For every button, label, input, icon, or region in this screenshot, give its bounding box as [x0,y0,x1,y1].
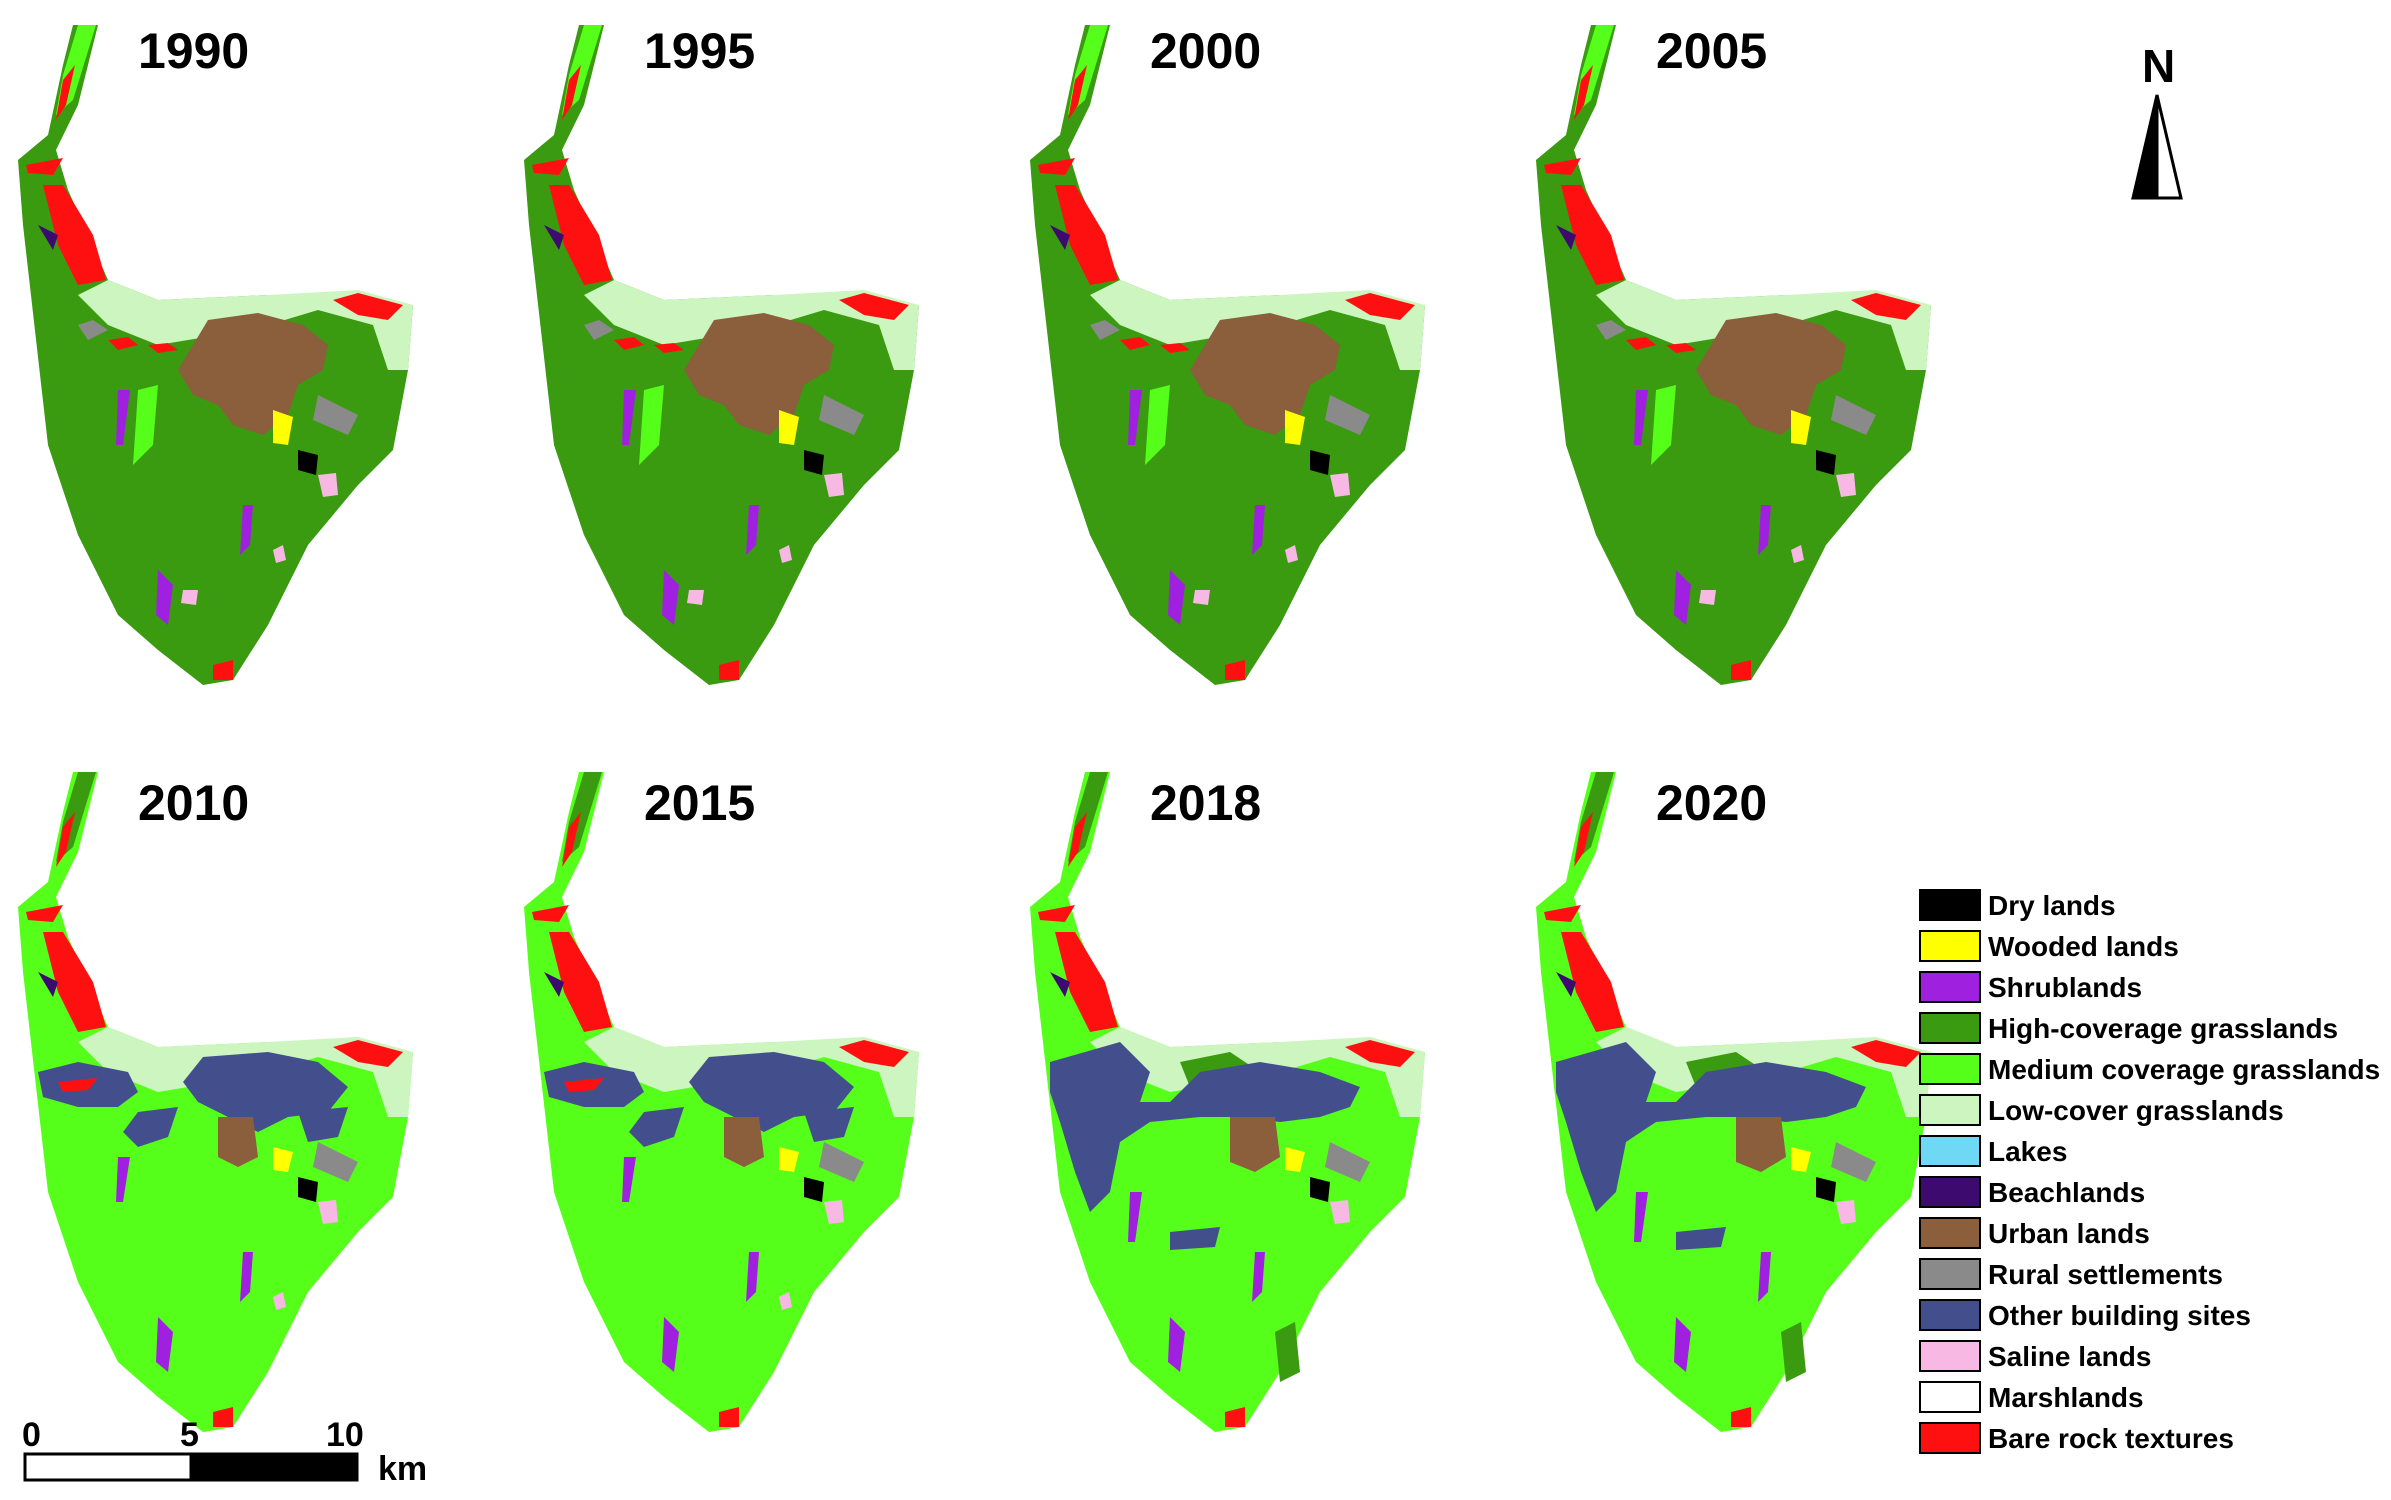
legend-swatch [1919,930,1981,962]
legend-swatch [1919,971,1981,1003]
legend-swatch [1919,1012,1981,1044]
legend-label: Medium coverage grasslands [1988,1054,2380,1085]
legend-swatch [1919,889,1981,921]
legend-swatch [1919,1381,1981,1413]
legend-label: Lakes [1988,1136,2067,1167]
map-panel-1: 1990 [18,23,413,685]
scale-bar: 0 5 10 km [22,1416,427,1488]
map-panel-2: 1995 [524,23,919,685]
map-panel-6: 2015 [524,772,919,1432]
legend-label: Dry lands [1988,890,2116,921]
scale-bar-segment-black [189,1452,359,1482]
map-year-title: 2010 [138,775,249,831]
legend-label: Rural settlements [1988,1259,2223,1290]
legend-label: Wooded lands [1988,931,2179,962]
legend-label: Low-cover grasslands [1988,1095,2284,1126]
map-panel-5: 2010 [18,772,413,1432]
north-arrow-right-half [2155,94,2183,200]
map-year-title: 2020 [1656,775,1767,831]
map-shape [1536,772,1931,1432]
map-year-title: 2018 [1150,775,1261,831]
legend-swatch [1919,1135,1981,1167]
map-shape [18,772,413,1432]
map-panel-7: 2018 [1030,772,1425,1432]
north-label: N [2142,40,2175,92]
legend-swatch [1919,1094,1981,1126]
map-year-title: 1995 [644,23,755,79]
scale-unit: km [378,1450,427,1488]
legend-label: Marshlands [1988,1382,2144,1413]
map-year-title: 2005 [1656,23,1767,79]
legend-swatch [1919,1422,1981,1454]
map-shape [1536,25,1931,685]
legend-swatch [1919,1217,1981,1249]
map-year-title: 2015 [644,775,755,831]
scale-bar-segment-white [23,1452,193,1482]
legend-label: Urban lands [1988,1218,2150,1249]
map-shape [1030,772,1425,1432]
legend-label: High-coverage grasslands [1988,1013,2338,1044]
legend-swatch [1919,1053,1981,1085]
map-year-title: 1990 [138,23,249,79]
legend-label: Bare rock textures [1988,1423,2234,1454]
scale-tick-0: 0 [22,1416,41,1454]
legend-label: Other building sites [1988,1300,2251,1331]
legend-label: Beachlands [1988,1177,2145,1208]
map-year-title: 2000 [1150,23,1261,79]
north-arrow: N [2131,40,2183,200]
map-panel-3: 2000 [1030,23,1425,685]
map-shape [524,25,919,685]
map-shape [524,772,919,1432]
scale-tick-5: 5 [180,1416,199,1454]
map-panel-8: 2020 [1536,772,1931,1432]
legend: Dry lands Wooded lands Shrublands High-cove… [1919,889,2380,1454]
north-arrow-left-half [2131,94,2159,200]
legend-label: Saline lands [1988,1341,2151,1372]
legend-swatch [1919,1299,1981,1331]
map-panel-4: 2005 [1536,23,1931,685]
legend-label: Shrublands [1988,972,2142,1003]
scale-tick-10: 10 [326,1416,364,1454]
map-shape [18,25,413,685]
legend-swatch [1919,1258,1981,1290]
legend-swatch [1919,1176,1981,1208]
legend-swatch [1919,1340,1981,1372]
map-shape [1030,25,1425,685]
